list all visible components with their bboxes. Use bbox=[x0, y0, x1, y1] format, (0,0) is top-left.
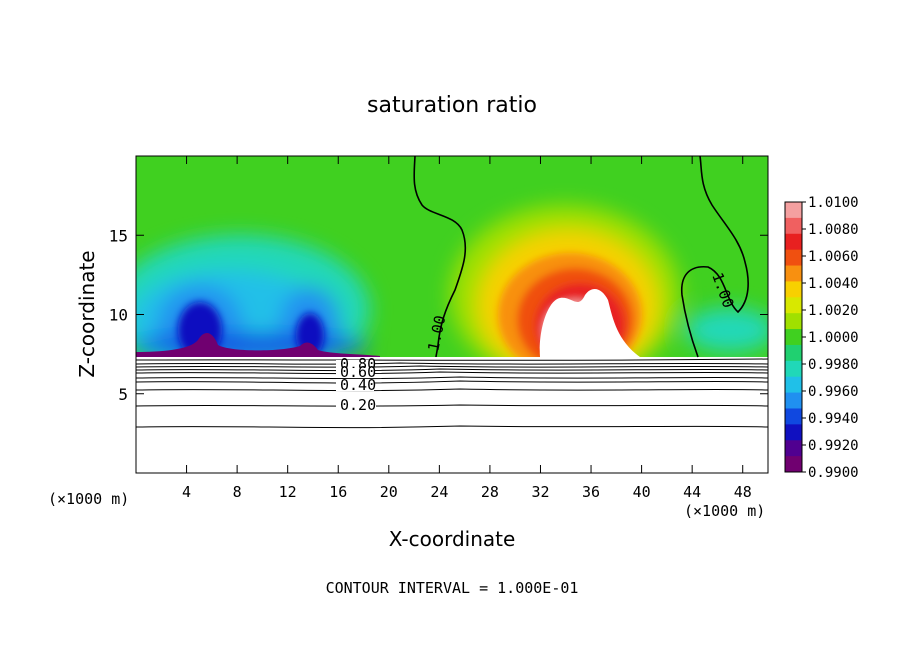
colorbar-swatch bbox=[785, 202, 802, 219]
colorbar-swatch bbox=[785, 440, 802, 457]
x-tick-label: 48 bbox=[734, 483, 752, 501]
contour-line bbox=[135, 371, 769, 375]
x-axis-label: X-coordinate bbox=[389, 527, 516, 551]
x-unit-left: (×1000 m) bbox=[48, 490, 129, 508]
colorbar-label: 1.0060 bbox=[808, 249, 859, 265]
chart-title: saturation ratio bbox=[367, 93, 537, 118]
contour-line bbox=[135, 365, 769, 368]
colorbar-swatch bbox=[785, 233, 802, 251]
y-axis: 5 10 15 bbox=[109, 226, 768, 404]
contour-label: 0.20 bbox=[340, 396, 376, 414]
x-unit-right: (×1000 m) bbox=[684, 502, 765, 520]
x-tick-label: 12 bbox=[279, 483, 297, 501]
y-tick-label: 5 bbox=[118, 385, 128, 404]
colorbar-swatch bbox=[785, 281, 802, 298]
x-tick-label: 36 bbox=[582, 483, 600, 501]
lower-contour-lines bbox=[135, 358, 769, 429]
field-cyan-right bbox=[685, 308, 768, 352]
x-tick-label: 8 bbox=[233, 483, 242, 501]
colorbar-label: 0.9940 bbox=[808, 411, 859, 427]
colorbar-label: 0.9980 bbox=[808, 357, 859, 373]
contour-line bbox=[135, 425, 769, 429]
x-tick-label: 24 bbox=[430, 483, 448, 501]
contour-line bbox=[135, 358, 769, 361]
colorbar-swatch bbox=[785, 329, 802, 346]
contour-interval-note: CONTOUR INTERVAL = 1.000E-01 bbox=[326, 579, 579, 597]
colorbar-swatch bbox=[785, 265, 802, 282]
saturation-field bbox=[136, 156, 768, 357]
colorbar-label: 1.0080 bbox=[808, 222, 859, 238]
colorbar-swatch bbox=[785, 249, 802, 267]
colorbar-label: 1.0020 bbox=[808, 303, 859, 319]
colorbar-swatch bbox=[785, 313, 802, 330]
contour-line-1.00-right bbox=[681, 155, 749, 358]
contour-label: 0.60 bbox=[340, 363, 376, 381]
colorbar-swatch bbox=[785, 456, 802, 473]
x-tick-label: 16 bbox=[329, 483, 347, 501]
x-tick-label: 44 bbox=[683, 483, 701, 501]
colorbar-swatch bbox=[785, 217, 802, 235]
unsaturated-core bbox=[539, 288, 640, 357]
contour-line bbox=[135, 388, 769, 392]
colorbar-label: 0.9900 bbox=[808, 465, 859, 481]
colorbar-label: 1.0000 bbox=[808, 330, 859, 346]
colorbar-swatch bbox=[785, 376, 802, 394]
contour-line bbox=[135, 404, 769, 407]
colorbar-swatch bbox=[785, 344, 802, 362]
contour-line-1.00-left bbox=[413, 155, 467, 358]
x-tick-label: 20 bbox=[380, 483, 398, 501]
colorbar-label: 0.9920 bbox=[808, 438, 859, 454]
contour-line bbox=[135, 380, 769, 384]
x-tick-label: 40 bbox=[633, 483, 651, 501]
unity-contours bbox=[413, 155, 749, 358]
y-axis-label: Z-coordinate bbox=[75, 250, 99, 377]
colorbar-swatch bbox=[785, 360, 802, 378]
y-tick-label: 15 bbox=[109, 226, 128, 245]
contour-line bbox=[135, 376, 769, 380]
colorbar-swatch bbox=[785, 408, 802, 425]
x-tick-label: 32 bbox=[531, 483, 549, 501]
colorbar-label: 1.0040 bbox=[808, 276, 859, 292]
y-tick-label: 10 bbox=[109, 306, 128, 325]
colorbar: 1.0100 1.0080 1.0060 1.0040 1.0020 1.0000 0.99… bbox=[784, 195, 859, 481]
contour-line bbox=[135, 368, 769, 372]
contour-label: 0.40 bbox=[340, 376, 376, 394]
colorbar-swatch bbox=[785, 392, 802, 409]
x-tick-label: 4 bbox=[182, 483, 191, 501]
x-tick-label: 28 bbox=[481, 483, 499, 501]
colorbar-swatch bbox=[785, 424, 802, 441]
colorbar-label: 0.9960 bbox=[808, 384, 859, 400]
x-axis: 4 8 12 16 20 24 28 32 36 40 44 48 bbox=[182, 156, 752, 501]
colorbar-label: 1.0100 bbox=[808, 195, 859, 211]
purple-surface-fringe bbox=[136, 333, 380, 357]
plot-area bbox=[135, 155, 769, 429]
colorbar-swatch bbox=[785, 297, 802, 314]
contour-line bbox=[135, 362, 769, 365]
